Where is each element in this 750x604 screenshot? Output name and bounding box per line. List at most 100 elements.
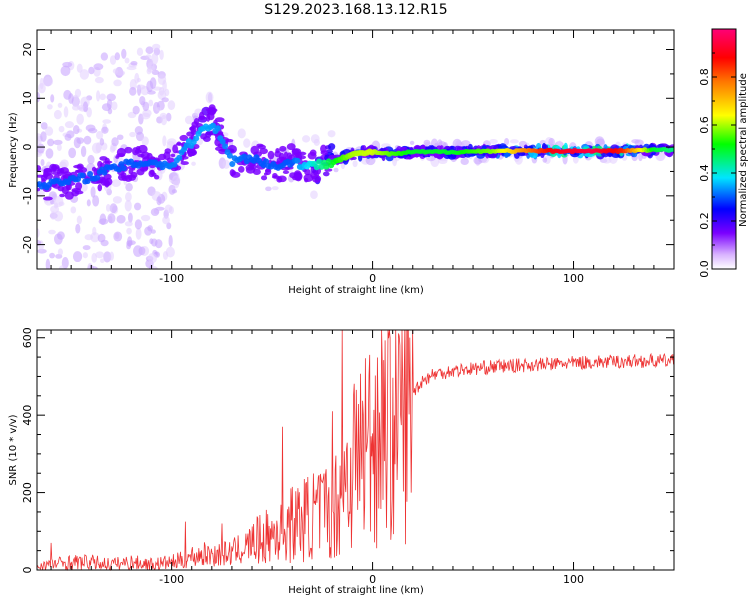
noise-blob [40,131,47,142]
noise-blob [109,203,118,214]
ridge-segment [193,135,200,142]
noise-blob [112,196,122,204]
noise-blob [70,206,77,214]
noise-blob [138,246,146,256]
spectral-blob [238,165,245,173]
spectral-blob [190,125,197,133]
noise-blob [40,122,48,130]
noise-blob [72,286,80,298]
spectral-blob [309,149,317,156]
spectral-blob [121,177,128,182]
spectral-blob [37,174,45,178]
noise-blob [150,229,156,234]
noise-blob [47,138,55,147]
noise-blob [90,186,96,198]
ridge-segment [219,138,226,145]
noise-blob [74,88,82,98]
colorbar-gradient [712,29,736,269]
noise-blob [352,160,358,168]
noise-blob [51,277,55,289]
noise-blob [50,205,60,214]
noise-blob [125,183,133,192]
noise-blob [111,101,118,111]
noise-blob [631,139,640,144]
ridge-segment [316,158,323,165]
spectral-blob [320,150,328,156]
spectral-blob [180,161,189,166]
noise-blob [45,289,52,298]
spectral-blob [137,144,148,154]
noise-blob [145,54,152,59]
colorbar-tick-label: 0.4 [698,164,711,182]
noise-blob [36,278,40,287]
noise-blob [165,112,172,122]
noise-blob [85,124,96,132]
noise-blob [134,219,142,230]
spectral-blob [304,177,309,183]
noise-blob [145,46,154,55]
noise-blob [75,286,85,298]
colorbar-label: Normalized spectral amplitude [738,73,749,227]
noise-blob [111,179,121,187]
ridge-segment [226,152,233,159]
x-tick-label: -100 [159,272,184,285]
noise-blob [243,138,251,148]
noise-blob [133,202,142,211]
spectral-blob [322,171,330,177]
noise-blob [107,213,116,224]
noise-blob [271,186,279,191]
spectral-blob [187,152,193,158]
noise-blob [172,175,181,186]
noise-blob [460,157,469,166]
noise-blob [78,277,84,284]
noise-blob [136,84,146,90]
noise-blob [89,288,98,293]
snr-panel: -100 0 100 0 200 400 600 Height of straight li… [8,327,675,596]
spectral-blob [43,168,53,177]
y-tick-label: -10 [21,187,34,205]
spectral-blob [97,184,103,192]
noise-blob [96,90,101,102]
noise-blob [124,199,132,212]
noise-blob [166,222,172,230]
spectral-blob [179,134,189,142]
noise-blob [184,115,194,125]
y-tick-label: 0 [21,144,34,151]
noise-blob [159,49,164,61]
ridge-segment [94,174,101,181]
noise-blob [136,77,141,83]
noise-blob [40,158,45,167]
x-tick-label: 100 [563,573,584,586]
noise-blob [95,251,105,259]
noise-blob [125,192,132,202]
colorbar-tick-label: 0.6 [698,116,711,134]
noise-blob [56,143,62,152]
noise-blob [91,142,102,154]
noise-blob [140,214,151,222]
ridge-segment [241,153,248,160]
spectrogram-ridge [37,122,674,191]
spectrogram-y-label: Frequency (Hz) [8,112,19,188]
noise-blob [327,130,336,138]
noise-blob [106,98,113,109]
noise-blob [88,66,95,75]
noise-blob [92,226,97,236]
colorbar-tick-label: 0.2 [698,212,711,230]
noise-blob [37,228,40,238]
noise-blob [45,258,51,269]
spectral-blob [51,166,60,170]
noise-blob [162,216,170,225]
noise-blob [509,139,519,144]
colorbar: 0.0 0.2 0.4 0.6 0.8 Normalized spectral ampl… [698,28,749,278]
noise-blob [191,161,196,166]
spectral-blob [99,162,105,168]
spectral-blob [271,175,280,179]
spectral-blob [146,152,153,160]
spectral-blob [58,167,65,174]
ridge-segment [183,142,190,149]
noise-blob [111,137,119,147]
ridge-segment [185,138,192,145]
noise-blob [39,280,45,285]
noise-blob [112,68,119,74]
noise-blob [55,277,60,285]
